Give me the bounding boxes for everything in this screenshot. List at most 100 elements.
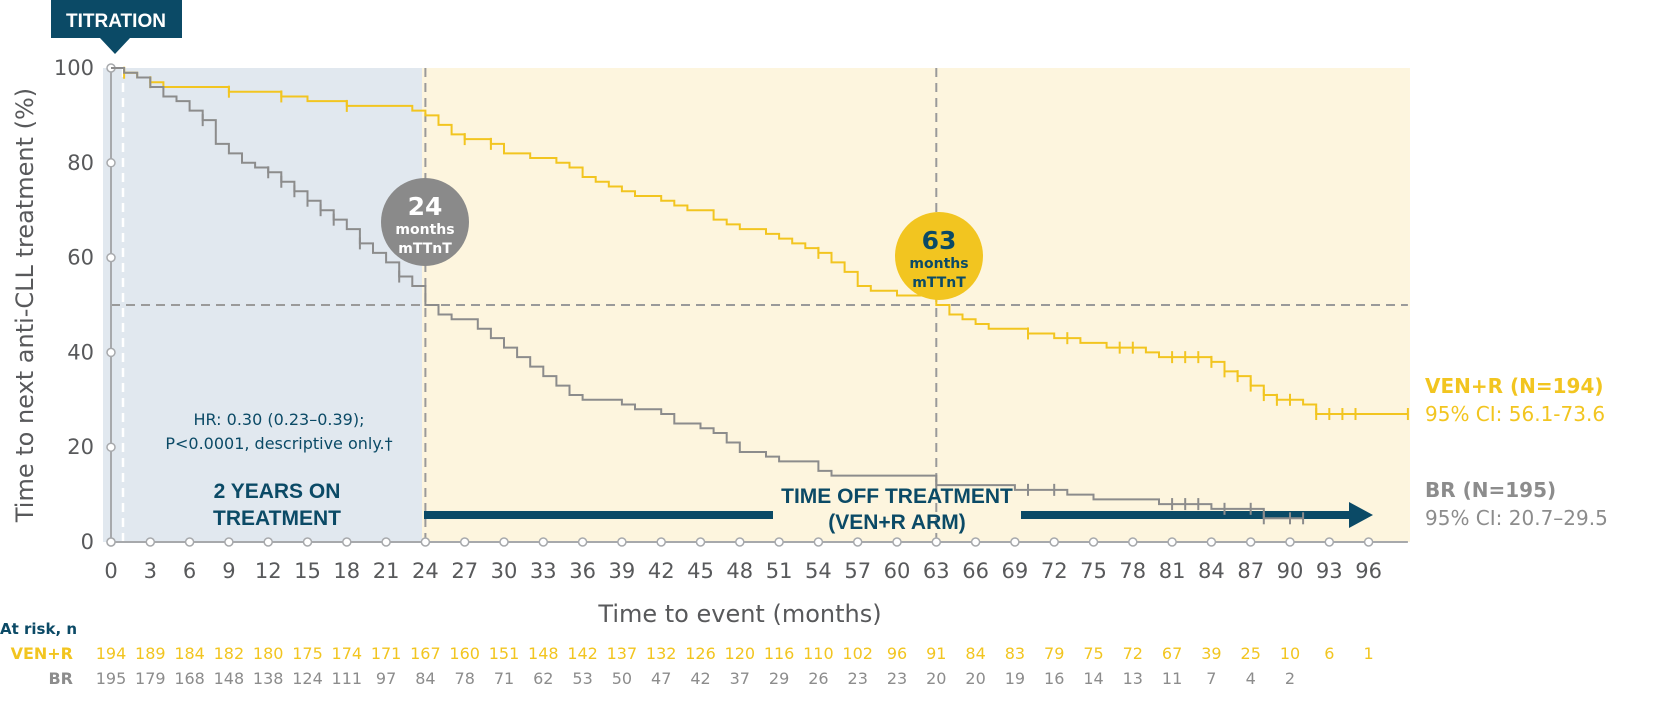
risk-ven-60: 96 [887, 644, 907, 663]
risk-ven-39: 137 [607, 644, 638, 663]
risk-ven-81: 67 [1162, 644, 1182, 663]
risk-ven-84: 39 [1201, 644, 1221, 663]
titration-pointer [100, 38, 130, 54]
risk-br-87: 4 [1246, 669, 1256, 688]
x-tick-mark-33 [538, 537, 549, 547]
risk-br-63: 20 [926, 669, 946, 688]
risk-br-45: 42 [690, 669, 710, 688]
x-tick-mark-48 [735, 537, 745, 547]
x-tick-label-90: 90 [1277, 559, 1304, 583]
x-tick-label-18: 18 [333, 559, 360, 583]
risk-br-57: 23 [848, 669, 868, 688]
x-tick-mark-72 [1049, 537, 1059, 547]
median-br-callout [381, 178, 469, 266]
x-tick-label-69: 69 [1002, 559, 1029, 583]
off-treatment-bar-left [424, 511, 773, 519]
risk-ven-57: 102 [842, 644, 873, 663]
risk-ven-24: 167 [410, 644, 441, 663]
x-tick-label-78: 78 [1119, 559, 1146, 583]
risk-br-9: 148 [214, 669, 245, 688]
legend-ven-name: VEN+R (N=194) [1425, 374, 1604, 398]
risk-ven-15: 175 [292, 644, 323, 663]
x-tick-label-72: 72 [1041, 559, 1068, 583]
x-axis-title: Time to event (months) [597, 600, 881, 628]
x-tick-mark-51 [774, 537, 784, 547]
x-tick-mark-30 [499, 537, 509, 547]
x-tick-label-96: 96 [1355, 559, 1382, 583]
x-tick-mark-24 [420, 537, 431, 547]
median-br-value: 24 [408, 192, 443, 221]
x-tick-mark-12 [263, 537, 273, 547]
x-tick-mark-66 [970, 537, 981, 547]
x-tick-label-84: 84 [1198, 559, 1225, 583]
x-tick-label-60: 60 [884, 559, 911, 583]
reference-lines [111, 68, 1408, 542]
risk-br-54: 26 [808, 669, 828, 688]
risk-ven-48: 120 [725, 644, 756, 663]
axes: 0 3 6 9 12 15 18 21 24 27 30 33 36 39 42 45 48 51 54 57 60 63… [54, 56, 1408, 583]
median-br-label: mTTnT [398, 241, 452, 257]
off-treatment-label-line2: (VEN+R ARM) [828, 511, 965, 534]
risk-br-30: 71 [494, 669, 514, 688]
x-tick-mark-42 [656, 537, 666, 547]
x-tick-label-39: 39 [609, 559, 636, 583]
risk-br-42: 47 [651, 669, 671, 688]
x-tick-mark-84 [1206, 537, 1217, 547]
risk-ven-87: 25 [1241, 644, 1261, 663]
x-tick-mark-75 [1088, 537, 1099, 547]
risk-table-rows: 1941951891791841681821481801381751241741… [96, 644, 1374, 688]
risk-br-51: 29 [769, 669, 789, 688]
br-survival-curve [111, 67, 1304, 520]
risk-br-0: 195 [96, 669, 127, 688]
risk-br-84: 7 [1206, 669, 1216, 688]
x-tick-mark-27 [459, 537, 470, 547]
x-tick-mark-3 [145, 537, 156, 547]
risk-ven-27: 160 [449, 644, 480, 663]
x-tick-label-45: 45 [687, 559, 714, 583]
y-tick-label-80: 80 [67, 151, 94, 175]
survival-curves [111, 66, 1409, 525]
risk-ven-66: 84 [965, 644, 985, 663]
x-tick-label-54: 54 [805, 559, 832, 583]
risk-ven-96: 1 [1364, 644, 1374, 663]
x-tick-mark-9 [224, 537, 234, 547]
risk-table-header: At risk, n [0, 620, 77, 638]
x-tick-mark-45 [695, 537, 706, 547]
x-tick-mark-6 [184, 537, 195, 547]
off-treatment-label-line1: TIME OFF TREATMENT [781, 485, 1013, 508]
x-tick-label-81: 81 [1159, 559, 1186, 583]
y-axis-title: Time to next anti-CLL treatment (%) [11, 88, 39, 523]
risk-br-21: 97 [376, 669, 396, 688]
x-tick-mark-21 [381, 537, 391, 547]
x-tick-mark-15 [302, 537, 313, 547]
hr-text-line2: P<0.0001, descriptive only.† [165, 434, 392, 453]
risk-ven-6: 184 [174, 644, 205, 663]
x-tick-label-27: 27 [451, 559, 478, 583]
risk-ven-12: 180 [253, 644, 284, 663]
y-tick-label-20: 20 [67, 435, 94, 459]
x-tick-label-12: 12 [255, 559, 282, 583]
risk-ven-36: 142 [567, 644, 598, 663]
x-tick-label-9: 9 [222, 559, 235, 583]
y-tick-mark-40 [106, 347, 116, 358]
x-tick-label-24: 24 [412, 559, 439, 583]
x-tick-label-21: 21 [373, 559, 400, 583]
x-tick-label-87: 87 [1237, 559, 1264, 583]
x-tick-mark-69 [1010, 537, 1020, 547]
legend-br-ci: 95% CI: 20.7–29.5 [1425, 506, 1608, 530]
median-ven-value: 63 [922, 226, 957, 255]
x-tick-label-57: 57 [844, 559, 871, 583]
x-tick-mark-93 [1324, 537, 1335, 547]
risk-ven-0: 194 [96, 644, 127, 663]
risk-br-81: 11 [1162, 669, 1182, 688]
y-tick-label-60: 60 [67, 246, 94, 270]
risk-ven-30: 151 [489, 644, 520, 663]
x-tick-mark-60 [892, 537, 902, 547]
legend-ven-ci: 95% CI: 56.1-73.6 [1425, 402, 1605, 426]
x-tick-mark-36 [577, 537, 588, 547]
x-tick-mark-81 [1167, 537, 1177, 547]
x-tick-label-42: 42 [648, 559, 675, 583]
x-tick-label-30: 30 [491, 559, 518, 583]
y-tick-mark-60 [106, 252, 116, 263]
risk-label-ven: VEN+R [11, 644, 73, 663]
